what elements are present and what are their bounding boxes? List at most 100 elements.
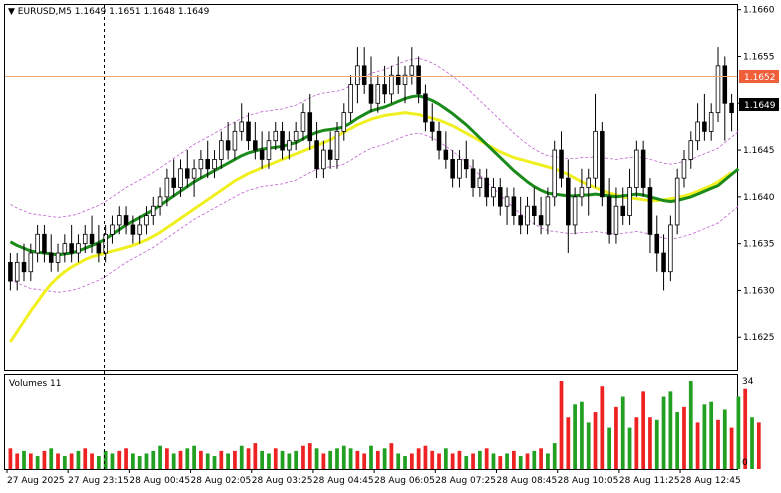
volume-bar (641, 391, 646, 469)
candle (470, 159, 476, 197)
volume-bar (96, 456, 101, 469)
price-tick-label: 1.1640 (743, 193, 775, 203)
volume-bar (205, 453, 210, 469)
candle (545, 187, 551, 235)
volume-bar (253, 443, 258, 469)
candle (518, 196, 523, 235)
volume-bar (314, 448, 319, 469)
candle (559, 131, 564, 188)
candle (436, 121, 442, 160)
candle (729, 93, 734, 132)
candle (341, 103, 347, 141)
volume-bar (42, 450, 47, 469)
volume-bar (525, 453, 530, 469)
time-axis: 27 Aug 2025 27 Aug 23:15 28 Aug 00:45 28 Au… (6, 469, 741, 486)
candle (314, 121, 319, 179)
volume-bar (620, 396, 625, 469)
volume-bar (307, 443, 312, 469)
volume-bar (716, 419, 720, 469)
volume-bar (566, 417, 571, 469)
volume-bar (512, 450, 516, 469)
time-tick-label: 28 Aug 04:45 (313, 476, 374, 486)
volume-bar (117, 450, 122, 469)
candle (130, 215, 136, 244)
volume-bar (328, 450, 333, 469)
volume-bar (178, 450, 183, 469)
volume-bar (62, 456, 67, 469)
volume-bar (260, 450, 265, 469)
candle (178, 159, 183, 197)
candle (110, 215, 115, 244)
price-tick-label: 1.1630 (743, 286, 775, 296)
candle (348, 75, 353, 122)
candle (219, 131, 224, 169)
price-tick-label: 1.1660 (743, 6, 775, 16)
candle (123, 206, 129, 235)
candle (293, 121, 299, 151)
volume-bar (614, 406, 618, 469)
volume-bar (450, 453, 455, 469)
candle (8, 253, 13, 291)
symbol-timeframe: EURUSD,M5 (18, 7, 72, 17)
price-tick-label: 1.1655 (743, 52, 775, 62)
volume-bar (743, 388, 748, 469)
moving-averages (9, 94, 740, 343)
candle (654, 215, 660, 272)
candle (593, 93, 598, 188)
candle (443, 131, 449, 169)
ma-fast-line (9, 94, 740, 257)
volume-bar (151, 450, 156, 469)
volume-bars (8, 381, 761, 469)
candle (232, 121, 238, 160)
volume-bar (484, 448, 489, 469)
candle (681, 150, 687, 188)
candle (423, 84, 428, 132)
volume-bar (144, 453, 149, 469)
volume-bar (546, 453, 550, 469)
volume-bar (668, 391, 673, 469)
candle (566, 159, 571, 254)
candle (375, 75, 381, 113)
volume-bar (348, 448, 353, 469)
candle (457, 150, 462, 188)
volume-bar (675, 412, 680, 469)
candle (450, 150, 455, 188)
volume-bar (471, 453, 475, 469)
candle (157, 187, 163, 216)
candle (14, 253, 20, 291)
candle (287, 131, 292, 160)
candle (253, 121, 258, 160)
candle (103, 224, 108, 263)
time-tick-label: 28 Aug 11:25 (619, 476, 680, 486)
candle (300, 103, 306, 141)
candle (429, 103, 435, 141)
candle (28, 243, 34, 282)
price-tick-label: 1.1625 (743, 333, 775, 343)
candle (579, 168, 585, 207)
candle (416, 56, 421, 104)
volume-bar (722, 409, 727, 469)
time-tick-label: 28 Aug 06:05 (374, 476, 435, 486)
candle (48, 234, 54, 272)
candle (504, 187, 510, 225)
volume-bar (165, 448, 169, 469)
candle (484, 168, 489, 207)
time-tick-label: 28 Aug 12:45 (680, 476, 741, 486)
volume-bar (437, 453, 441, 469)
candle (395, 56, 401, 94)
candle (69, 224, 74, 263)
candle (409, 47, 415, 85)
volume-bar (28, 453, 33, 469)
volume-bar (403, 456, 407, 469)
candle (708, 103, 714, 141)
volume-bar (539, 448, 543, 469)
candle (606, 178, 612, 244)
candle (463, 140, 469, 179)
volume-bar (335, 448, 339, 469)
candle (96, 224, 102, 263)
time-tick-label: 27 Aug 23:15 (68, 476, 129, 486)
price-axis: 1.16601.16551.16501.16451.16401.16351.16… (737, 6, 775, 343)
volume-bar (396, 453, 401, 469)
volume-bar (158, 445, 162, 469)
